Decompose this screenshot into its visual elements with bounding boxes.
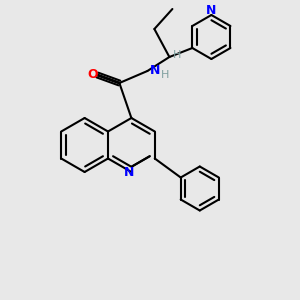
Text: H: H	[161, 70, 170, 80]
Text: N: N	[124, 167, 135, 179]
Text: O: O	[87, 68, 98, 80]
Text: N: N	[150, 64, 161, 77]
Text: H: H	[173, 50, 182, 60]
Text: N: N	[206, 4, 217, 16]
